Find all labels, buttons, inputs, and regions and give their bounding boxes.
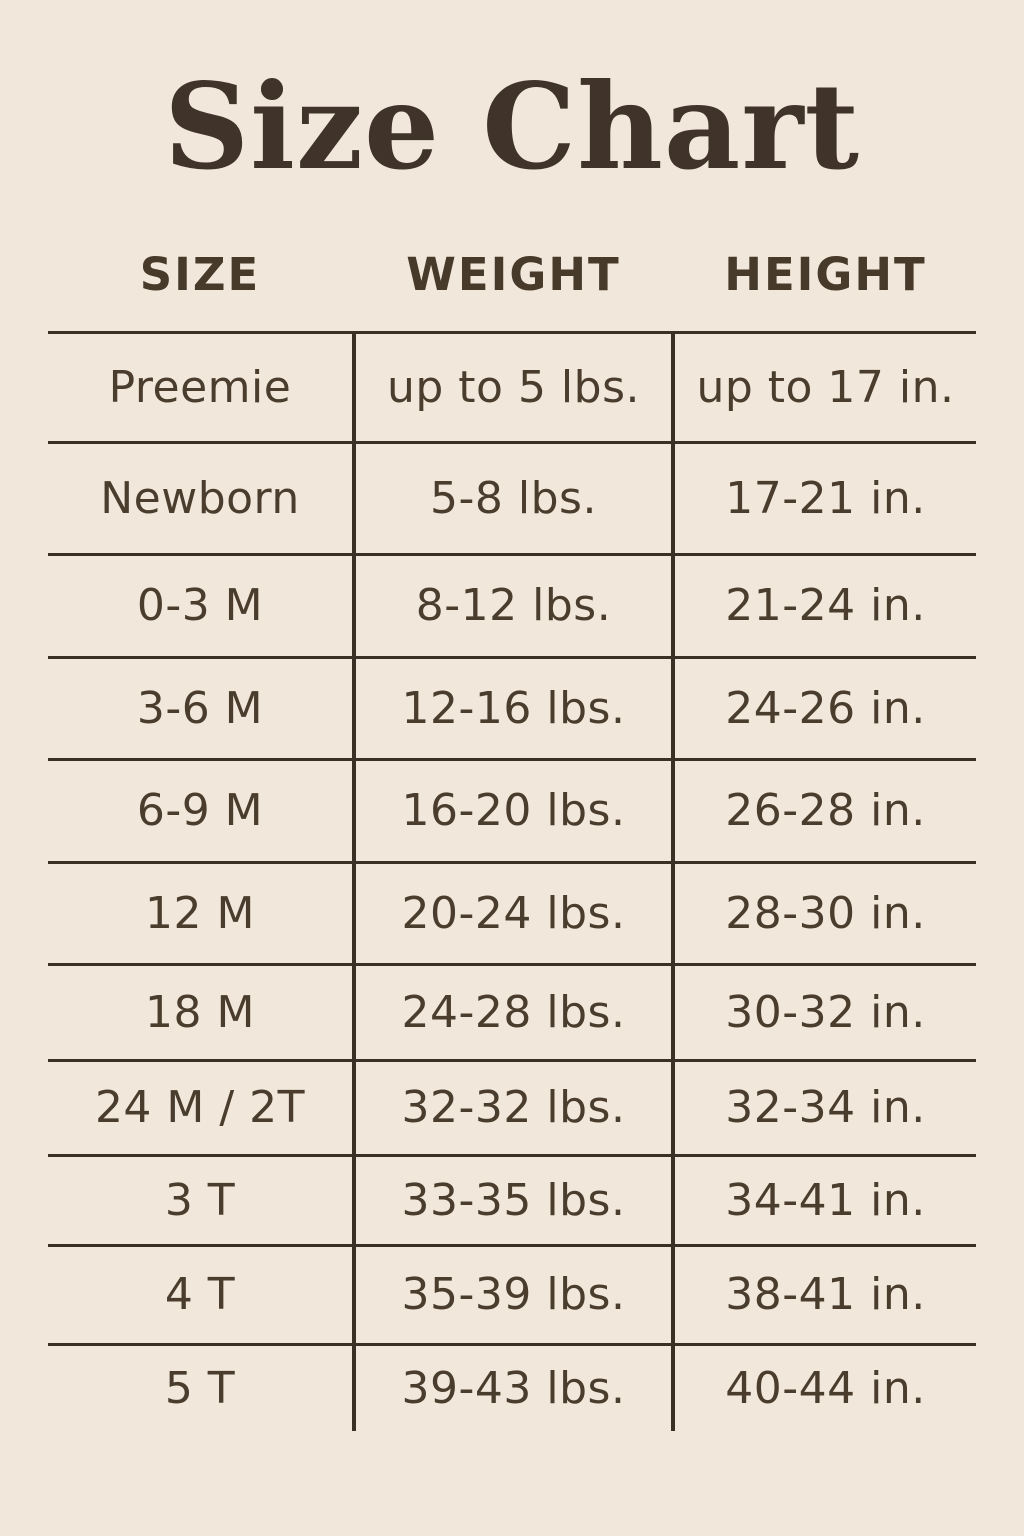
column-header-weight: WEIGHT	[406, 247, 621, 301]
weight-cell: up to 5 lbs.	[352, 333, 675, 441]
weight-cell: 32-32 lbs.	[352, 1061, 675, 1154]
column-header-height: HEIGHT	[724, 247, 927, 301]
weight-cell: 20-24 lbs.	[352, 863, 675, 963]
weight-cell: 5-8 lbs.	[352, 443, 675, 553]
page-title: Size Chart	[163, 57, 861, 196]
height-cell: up to 17 in.	[696, 361, 955, 413]
height-cell: 38-41 in.	[725, 1269, 926, 1321]
height-cell: 40-44 in.	[725, 1362, 926, 1414]
size-cell: Newborn	[100, 472, 300, 524]
table-row: 24 M / 2T 32-32 lbs. 32-34 in.	[48, 1061, 976, 1157]
height-cell: 21-24 in.	[725, 580, 926, 632]
height-cell: 34-41 in.	[725, 1174, 926, 1226]
table-row: 4 T 35-39 lbs. 38-41 in.	[48, 1246, 976, 1346]
weight-cell: 33-35 lbs.	[352, 1156, 675, 1244]
table-row: 6-9 M 16-20 lbs. 26-28 in.	[48, 760, 976, 864]
height-cell: 26-28 in.	[725, 785, 926, 837]
weight-cell: 12-16 lbs.	[352, 658, 675, 758]
size-cell: 3 T	[164, 1174, 236, 1226]
size-cell: 4 T	[164, 1269, 236, 1321]
height-cell: 32-34 in.	[725, 1082, 926, 1134]
height-cell: 28-30 in.	[725, 887, 926, 939]
size-cell: 6-9 M	[136, 785, 264, 837]
height-cell: 24-26 in.	[725, 682, 926, 734]
column-header-size: SIZE	[139, 247, 261, 301]
table-row: 3 T 33-35 lbs. 34-41 in.	[48, 1156, 976, 1247]
weight-cell: 8-12 lbs.	[352, 555, 675, 656]
table-row: 18 M 24-28 lbs. 30-32 in.	[48, 965, 976, 1062]
size-cell: 5 T	[164, 1362, 236, 1414]
table-row: Preemie up to 5 lbs. up to 17 in.	[48, 333, 976, 444]
table-row: 12 M 20-24 lbs. 28-30 in.	[48, 863, 976, 966]
size-cell: 3-6 M	[136, 682, 264, 734]
height-cell: 17-21 in.	[725, 472, 926, 524]
table-row: 5 T 39-43 lbs. 40-44 in.	[48, 1345, 976, 1431]
height-cell: 30-32 in.	[725, 986, 926, 1038]
table-row: Newborn 5-8 lbs. 17-21 in.	[48, 443, 976, 556]
weight-cell: 16-20 lbs.	[352, 760, 675, 861]
weight-cell: 35-39 lbs.	[352, 1246, 675, 1343]
table-row: 0-3 M 8-12 lbs. 21-24 in.	[48, 555, 976, 659]
size-cell: 0-3 M	[136, 580, 264, 632]
weight-cell: 24-28 lbs.	[352, 965, 675, 1059]
size-cell: 24 M / 2T	[94, 1082, 306, 1134]
table-header-row: SIZE WEIGHT HEIGHT	[48, 248, 976, 301]
size-cell: 18 M	[145, 986, 255, 1038]
table-row: 3-6 M 12-16 lbs. 24-26 in.	[48, 658, 976, 761]
table-body: Preemie up to 5 lbs. up to 17 in. Newbor…	[48, 330, 976, 1431]
weight-cell: 39-43 lbs.	[352, 1345, 675, 1431]
size-chart-table: SIZE WEIGHT HEIGHT Preemie up to 5 lbs. …	[48, 248, 976, 1431]
size-cell: 12 M	[145, 887, 255, 939]
size-cell: Preemie	[108, 361, 292, 413]
